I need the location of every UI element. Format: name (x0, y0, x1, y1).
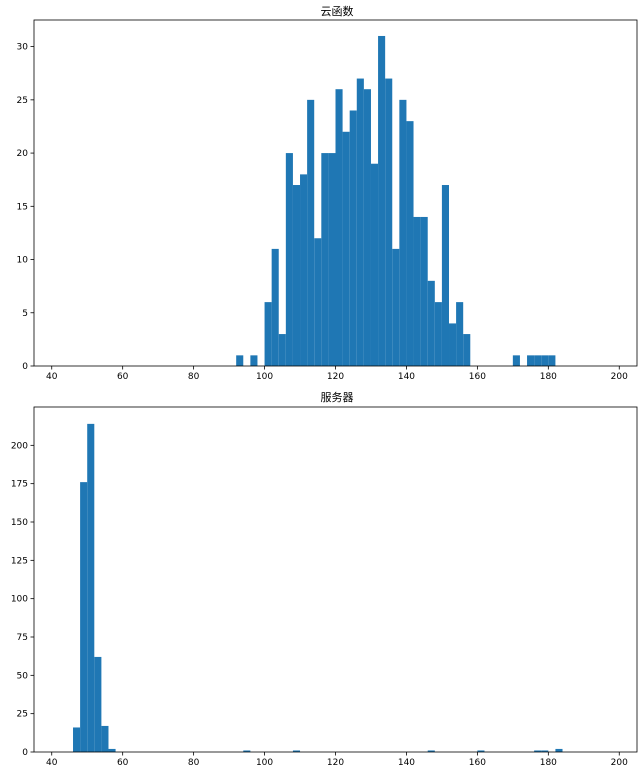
y-tick-label: 75 (17, 633, 28, 643)
chart-cloud-function: 云函数 40 60 80 100 120 140 160 180 200 0 5 10 15 20 25 3… (17, 5, 638, 382)
histogram-bar (406, 121, 414, 366)
histogram-bar (434, 302, 442, 366)
histogram-bar (300, 174, 308, 366)
histogram-bar (548, 355, 556, 366)
histogram-bar (278, 334, 286, 366)
histogram-bar (399, 99, 407, 366)
plot-frame (33, 406, 638, 753)
y-tick-label: 10 (17, 256, 29, 266)
chart-title: 云函数 (321, 5, 354, 18)
histogram-bar (477, 750, 485, 752)
histogram-bar (73, 727, 81, 752)
x-tick-label: 60 (117, 758, 129, 768)
y-axis: 0 5 10 15 20 25 30 (17, 43, 34, 372)
y-tick-label: 150 (11, 518, 28, 528)
x-tick-label: 200 (611, 372, 628, 382)
histogram-bar (512, 355, 520, 366)
histogram-bar (370, 163, 379, 366)
histogram-bar (449, 323, 457, 366)
x-tick-label: 200 (611, 758, 628, 768)
histogram-bar (420, 216, 428, 366)
histogram-bar (264, 302, 272, 366)
histogram-bar (427, 750, 435, 752)
histogram-bar (250, 355, 258, 366)
histogram-bar (541, 750, 549, 752)
histogram-bar (463, 334, 471, 366)
x-tick-label: 40 (46, 372, 58, 382)
x-tick-label: 100 (256, 758, 273, 768)
histogram-bar (243, 750, 251, 752)
histogram-bar (328, 153, 336, 366)
y-tick-label: 15 (17, 202, 28, 212)
chart-server: 服务器 40 60 80 100 120 140 160 180 200 0 25 50 75 100 1… (11, 391, 638, 768)
histogram-bar (555, 748, 563, 752)
histogram-bar (285, 153, 293, 366)
histogram-bar (413, 216, 421, 366)
histogram-bar (427, 280, 435, 366)
bars (236, 35, 556, 367)
y-tick-label: 5 (22, 309, 28, 319)
histogram-bar (392, 248, 400, 366)
histogram-bar (335, 89, 343, 366)
x-tick-label: 140 (398, 758, 415, 768)
histogram-bar (236, 355, 244, 366)
y-tick-label: 25 (17, 710, 28, 720)
x-tick-label: 140 (398, 372, 415, 382)
y-tick-label: 20 (17, 149, 29, 159)
y-tick-label: 175 (11, 480, 28, 490)
x-tick-label: 160 (469, 372, 486, 382)
y-tick-label: 0 (22, 362, 28, 372)
y-tick-label: 25 (17, 96, 28, 106)
histogram-bar (87, 423, 95, 752)
x-tick-label: 100 (256, 372, 273, 382)
histogram-bar (80, 482, 88, 752)
histogram-bar (534, 750, 542, 752)
y-tick-label: 200 (11, 441, 28, 451)
y-tick-label: 30 (17, 43, 29, 53)
y-tick-label: 100 (11, 595, 28, 605)
histogram-bar (307, 99, 315, 366)
histogram-bar (271, 248, 279, 366)
histogram-bar (378, 35, 386, 366)
bars (73, 423, 563, 752)
histogram-bar (321, 153, 329, 366)
histogram-bar (456, 302, 464, 366)
chart-title: 服务器 (321, 391, 354, 404)
histogram-bar (534, 355, 542, 366)
histogram-bar (292, 750, 301, 752)
histogram-bar (349, 110, 357, 367)
histogram-bar (108, 748, 116, 752)
y-tick-label: 50 (17, 671, 29, 681)
histogram-bar (441, 185, 449, 366)
y-tick-label: 0 (22, 748, 28, 758)
histogram-bar (342, 131, 350, 366)
x-tick-label: 80 (188, 372, 200, 382)
y-tick-label: 125 (11, 556, 28, 566)
histogram-bar (385, 78, 393, 367)
x-tick-label: 120 (327, 758, 344, 768)
histogram-bar (314, 238, 322, 366)
histogram-bar (527, 355, 535, 366)
histogram-bar (101, 725, 109, 752)
x-tick-label: 120 (327, 372, 344, 382)
x-tick-label: 80 (188, 758, 200, 768)
x-tick-label: 180 (540, 758, 557, 768)
x-tick-label: 160 (469, 758, 486, 768)
histogram-bar (363, 89, 371, 366)
x-axis: 40 60 80 100 120 140 160 180 200 (46, 752, 628, 768)
histogram-bar (541, 355, 549, 366)
x-axis: 40 60 80 100 120 140 160 180 200 (46, 366, 628, 382)
x-tick-label: 60 (117, 372, 129, 382)
x-tick-label: 180 (540, 372, 557, 382)
histogram-bar (94, 656, 102, 752)
histogram-bar (356, 78, 364, 367)
x-tick-label: 40 (46, 758, 58, 768)
histogram-bar (292, 185, 301, 366)
y-axis: 0 25 50 75 100 125 150 175 200 (11, 441, 34, 758)
